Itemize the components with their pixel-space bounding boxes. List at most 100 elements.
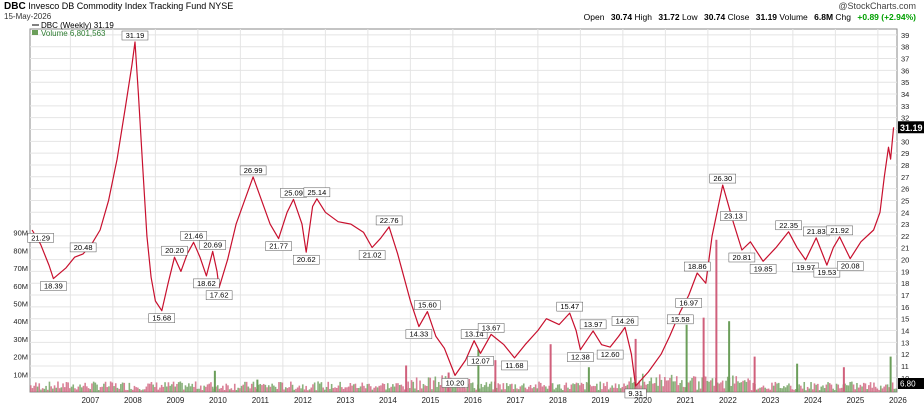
y-tick-label: 27 [901, 173, 909, 182]
volume-bar [276, 388, 279, 392]
volume-bar [738, 382, 741, 392]
price-label: 19.97 [792, 262, 819, 273]
volume-bar [424, 385, 426, 392]
volume-bar [295, 388, 297, 392]
volume-bar [318, 383, 321, 392]
volume-bar [604, 386, 607, 392]
price-label-text: 23.13 [724, 212, 743, 221]
symbol: DBC [4, 1, 26, 12]
volume-bar [689, 380, 692, 392]
price-label-text: 26.99 [244, 166, 263, 175]
y-tick-label: 36 [901, 66, 909, 75]
volume-bar [827, 382, 829, 392]
volume-bar [885, 384, 887, 392]
volume-bar [237, 387, 239, 392]
volume-bar [667, 380, 670, 392]
volume-bar [597, 389, 600, 392]
volume-bar [427, 377, 430, 392]
volume-bar [611, 385, 613, 392]
volume-bar [879, 385, 882, 392]
volume-bar [844, 383, 846, 392]
price-label-box [265, 241, 292, 251]
price-label-text: 18.39 [44, 282, 63, 291]
volume-bar [278, 382, 280, 392]
volume-spike [587, 367, 590, 392]
volume-bar [650, 377, 653, 392]
volume-bar [104, 381, 107, 392]
price-label-box [193, 278, 220, 289]
volume-bar [811, 389, 814, 392]
volume-bar [601, 389, 603, 392]
y-tick-label: 23 [901, 220, 909, 229]
volume-bar [613, 387, 615, 392]
volume-bar [643, 381, 646, 392]
volume-tick-label: 10M [13, 370, 28, 379]
volume-bar [182, 389, 185, 392]
volume-bar [310, 387, 313, 392]
volume-bar [687, 382, 690, 392]
volume-bar [298, 385, 301, 392]
volume-bar [245, 381, 248, 392]
volume-bar [172, 381, 175, 392]
y-tick-label: 28 [901, 161, 909, 170]
price-label-text: 15.68 [152, 314, 171, 323]
volume-bar [485, 382, 488, 392]
volume-bar [893, 388, 896, 392]
price-label: 15.60 [414, 300, 441, 310]
price-label-box [728, 252, 756, 263]
volume-bar [704, 376, 707, 392]
volume-bar [793, 389, 795, 392]
volume-bar [749, 380, 751, 392]
volume-bar [849, 381, 851, 392]
volume-bar [257, 384, 260, 392]
volume-bar [346, 387, 348, 392]
price-label-box [40, 281, 67, 291]
volume-bar [410, 380, 413, 392]
price-label-box [556, 301, 583, 312]
x-tick-label: 2011 [252, 396, 270, 405]
quote-bar: Open 30.74 High 31.72 Low 30.74 Close 31… [584, 12, 916, 22]
price-label: 20.08 [837, 261, 864, 271]
volume-bar [487, 386, 489, 392]
volume-bar [602, 383, 605, 392]
volume-bar [92, 381, 95, 392]
volume-bar [575, 382, 578, 392]
volume-bar [74, 388, 76, 392]
volume-bar [568, 388, 571, 392]
volume-bar [252, 381, 255, 392]
volume-bar [607, 389, 610, 392]
volume-bar [791, 389, 794, 392]
volume-bar [429, 377, 432, 392]
volume-bar [259, 383, 262, 392]
volume-bar [495, 387, 498, 392]
volume-bar [521, 385, 523, 392]
volume-bar [359, 386, 362, 392]
volume-bar [504, 389, 506, 392]
x-tick-label: 2021 [676, 396, 694, 405]
price-label: 20.69 [199, 240, 226, 250]
y-tick-label: 20 [901, 256, 909, 265]
volume-bar [113, 386, 115, 392]
volume-bar [395, 383, 398, 392]
volume-legend-swatch [32, 30, 38, 35]
price-label: 10.20 [441, 378, 469, 388]
volume-bar [584, 389, 586, 392]
volume-bar [266, 387, 268, 392]
volume-bar [545, 386, 547, 392]
volume-bar [733, 383, 736, 392]
y-tick-label: 30 [901, 137, 909, 146]
volume-bar [290, 381, 292, 392]
price-label: 19.53 [813, 267, 841, 278]
volume-bar [436, 386, 438, 392]
volume-bar [184, 385, 187, 392]
volume-bar [87, 388, 90, 392]
y-tick-label: 12 [901, 350, 909, 359]
price-label-box [293, 254, 320, 265]
exchange: NYSE [208, 1, 234, 11]
price-label-box [467, 356, 494, 366]
volume-spike [728, 321, 731, 392]
price-label-text: 20.48 [74, 243, 93, 252]
volume-bar [434, 376, 437, 392]
volume-bar [779, 388, 782, 392]
volume-bar [480, 383, 483, 392]
